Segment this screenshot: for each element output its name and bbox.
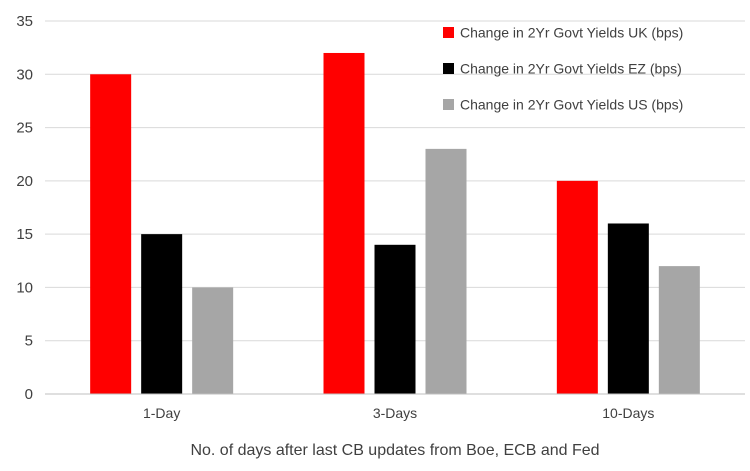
legend-label-3: Change in 2Yr Govt Yields US (bps) (460, 97, 683, 113)
legend-swatch-1 (443, 27, 454, 38)
bar-1-day-series-2 (141, 234, 183, 394)
y-tick-label-20: 20 (16, 173, 33, 190)
y-tick-label-15: 15 (16, 226, 33, 243)
y-tick-label-10: 10 (16, 279, 33, 296)
legend-label-1: Change in 2Yr Govt Yields UK (bps) (460, 25, 683, 41)
y-tick-label-25: 25 (16, 120, 33, 137)
legend-label-2: Change in 2Yr Govt Yields EZ (bps) (460, 61, 682, 77)
y-tick-label-0: 0 (25, 386, 33, 403)
legend-swatch-3 (443, 99, 454, 110)
bar-1-day-series-1 (90, 74, 132, 395)
bar-10-days-series-3 (658, 266, 700, 394)
x-axis-title: No. of days after last CB updates from B… (190, 442, 599, 459)
bar-10-days-series-2 (607, 223, 649, 394)
x-tick-label-1-day: 1-Day (143, 405, 180, 421)
y-axis-tick-labels: 0 5 10 15 20 25 30 35 (16, 13, 33, 403)
x-tick-label-10-days: 10-Days (602, 405, 654, 421)
bar-1-day-series-3 (192, 287, 234, 394)
legend-swatch-2 (443, 63, 454, 74)
x-axis-category-labels: 1-Day 3-Days 10-Days (143, 405, 654, 421)
bar-3-days-series-1 (323, 52, 365, 394)
bar-3-days-series-2 (374, 244, 416, 394)
y-tick-label-30: 30 (16, 66, 33, 83)
bars (90, 52, 700, 395)
y-tick-label-35: 35 (16, 13, 33, 30)
y-tick-label-5: 5 (25, 333, 33, 350)
x-tick-label-3-days: 3-Days (373, 405, 417, 421)
legend: Change in 2Yr Govt Yields UK (bps) Change… (443, 25, 683, 113)
bar-3-days-series-3 (425, 148, 467, 394)
bar-10-days-series-1 (556, 180, 598, 394)
